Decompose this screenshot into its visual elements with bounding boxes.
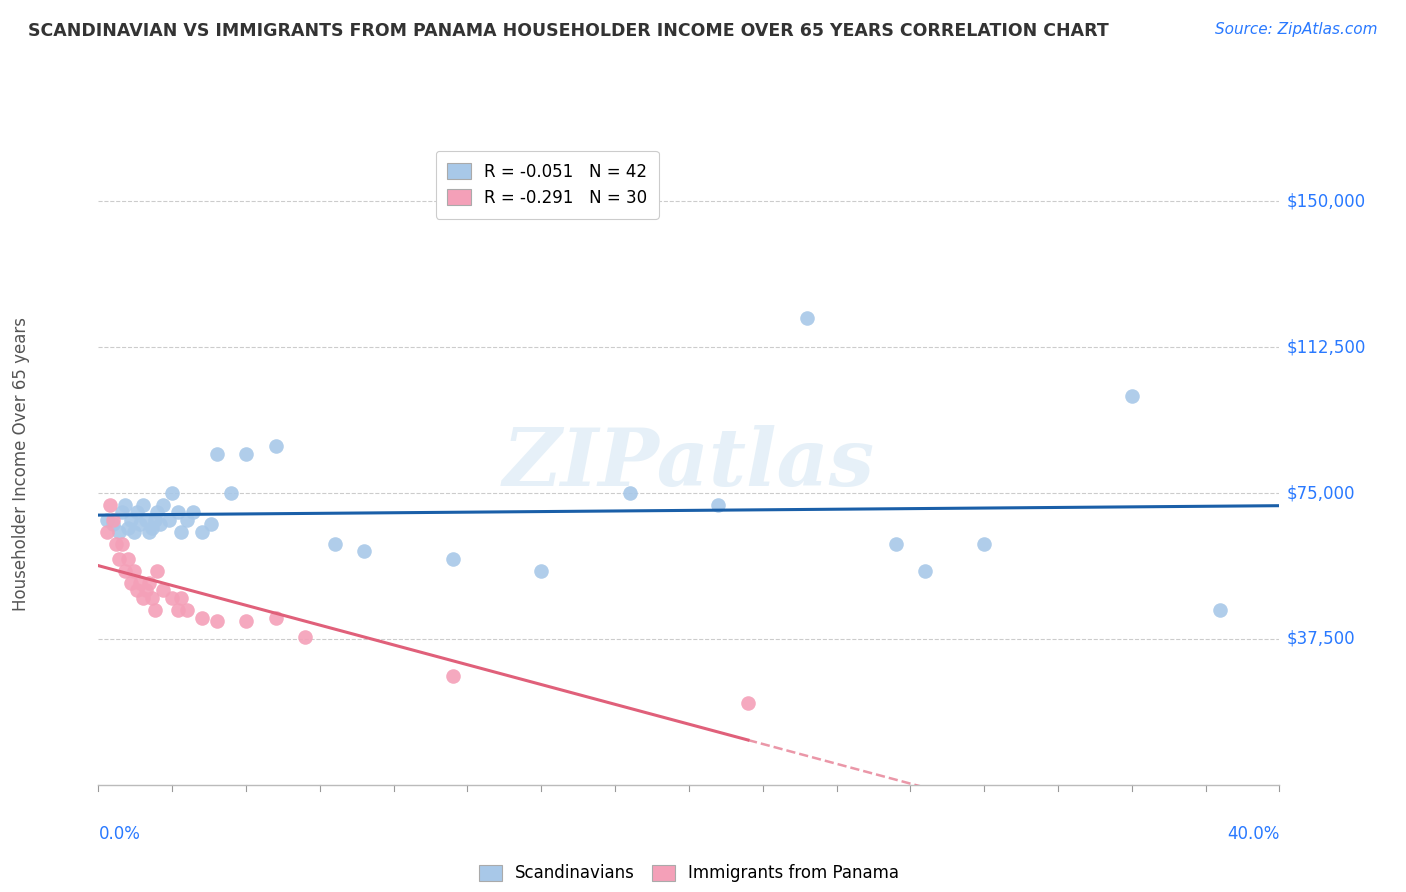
Point xyxy=(176,603,198,617)
Point xyxy=(132,591,155,606)
Point xyxy=(530,564,553,578)
Legend: Scandinavians, Immigrants from Panama: Scandinavians, Immigrants from Panama xyxy=(468,855,910,892)
Point xyxy=(143,603,166,617)
Text: ZIPatlas: ZIPatlas xyxy=(503,425,875,502)
Point xyxy=(149,517,172,532)
Point xyxy=(128,517,150,532)
Point xyxy=(114,498,136,512)
Point xyxy=(619,486,641,500)
Point xyxy=(108,552,131,566)
Point xyxy=(157,513,180,527)
Point xyxy=(205,615,228,629)
Text: $37,500: $37,500 xyxy=(1286,630,1355,648)
Point xyxy=(111,506,134,520)
Point xyxy=(141,591,163,606)
Point xyxy=(138,575,160,590)
Point xyxy=(1121,389,1143,403)
Point xyxy=(205,447,228,461)
Point xyxy=(125,583,148,598)
Point xyxy=(884,536,907,550)
Point xyxy=(108,524,131,539)
Point xyxy=(138,524,160,539)
Point xyxy=(264,610,287,624)
Text: SCANDINAVIAN VS IMMIGRANTS FROM PANAMA HOUSEHOLDER INCOME OVER 65 YEARS CORRELAT: SCANDINAVIAN VS IMMIGRANTS FROM PANAMA H… xyxy=(28,22,1109,40)
Point xyxy=(114,564,136,578)
Point xyxy=(167,603,190,617)
Point xyxy=(96,524,118,539)
Point xyxy=(162,591,183,606)
Point xyxy=(128,575,150,590)
Point xyxy=(152,583,174,598)
Point xyxy=(914,564,936,578)
Point xyxy=(141,521,163,535)
Point xyxy=(120,575,142,590)
Text: Source: ZipAtlas.com: Source: ZipAtlas.com xyxy=(1215,22,1378,37)
Point xyxy=(105,536,128,550)
Point xyxy=(323,536,346,550)
Point xyxy=(98,498,121,512)
Text: Householder Income Over 65 years: Householder Income Over 65 years xyxy=(13,317,30,611)
Point xyxy=(103,517,125,532)
Point xyxy=(170,591,193,606)
Point xyxy=(122,524,145,539)
Point xyxy=(191,524,214,539)
Text: $75,000: $75,000 xyxy=(1286,484,1355,502)
Text: 0.0%: 0.0% xyxy=(98,825,141,843)
Point xyxy=(973,536,995,550)
Point xyxy=(146,506,169,520)
Point xyxy=(181,506,204,520)
Point xyxy=(122,564,145,578)
Point xyxy=(235,447,257,461)
Point xyxy=(167,506,190,520)
Point xyxy=(707,498,730,512)
Point xyxy=(200,517,222,532)
Point xyxy=(120,513,142,527)
Point xyxy=(143,513,166,527)
Point xyxy=(117,552,139,566)
Point xyxy=(111,536,134,550)
Point xyxy=(796,310,818,325)
Point xyxy=(135,513,157,527)
Point xyxy=(219,486,242,500)
Text: $150,000: $150,000 xyxy=(1286,192,1365,211)
Point xyxy=(132,498,155,512)
Text: $112,500: $112,500 xyxy=(1286,338,1365,356)
Point xyxy=(125,506,148,520)
Point xyxy=(294,630,316,644)
Point xyxy=(170,524,193,539)
Point xyxy=(191,610,214,624)
Point xyxy=(737,696,759,710)
Point xyxy=(264,439,287,453)
Point xyxy=(152,498,174,512)
Point xyxy=(441,552,464,566)
Point xyxy=(96,513,118,527)
Point xyxy=(353,544,375,558)
Point xyxy=(117,521,139,535)
Point xyxy=(441,669,464,683)
Point xyxy=(1209,603,1232,617)
Point xyxy=(235,615,257,629)
Point xyxy=(135,583,157,598)
Text: 40.0%: 40.0% xyxy=(1227,825,1279,843)
Point xyxy=(176,513,198,527)
Point xyxy=(103,513,125,527)
Point xyxy=(162,486,183,500)
Point xyxy=(146,564,169,578)
